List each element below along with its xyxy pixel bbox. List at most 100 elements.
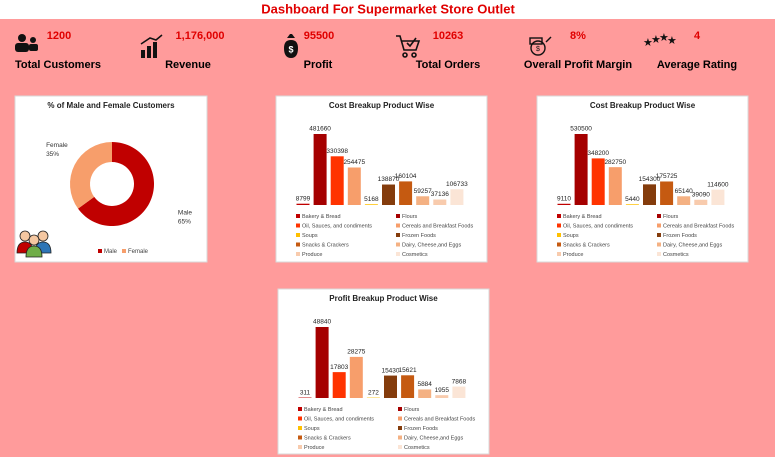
bar-value-label: 65140 — [675, 188, 693, 195]
bar — [608, 167, 622, 205]
bar-value-label: 8799 — [296, 195, 311, 202]
bar — [694, 199, 708, 205]
legend-marker — [557, 233, 561, 237]
kpi-label: Overall Profit Margin — [524, 59, 632, 71]
pie-slice — [78, 142, 154, 226]
bar-value-label: 59257 — [414, 188, 432, 195]
chart-title: Profit Breakup Product Wise — [329, 294, 438, 303]
kpi-value: 8% — [570, 30, 586, 42]
bar-value-label: 9110 — [557, 195, 571, 202]
bar-value-label: 311 — [300, 389, 311, 396]
bar — [399, 181, 413, 205]
legend-label: Cosmetics — [404, 445, 430, 451]
legend-marker — [657, 223, 661, 228]
kpi-label: Total Customers — [15, 59, 101, 71]
legend-label: Produce — [563, 252, 584, 258]
bar-value-label: 15430 — [381, 367, 399, 374]
legend-label: Bakery & Bread — [563, 214, 602, 220]
kpi-label: Average Rating — [657, 59, 737, 71]
bar — [330, 156, 344, 205]
bar — [347, 167, 361, 205]
bar — [315, 327, 329, 398]
bar-value-label: 282750 — [604, 159, 626, 166]
bar — [435, 395, 449, 398]
bar-value-label: 530500 — [570, 126, 592, 133]
chart-panel — [536, 95, 749, 263]
legend-label: Dairy, Cheese,and Eggs — [663, 242, 722, 248]
bar-value-label: 5884 — [417, 381, 432, 388]
legend-label: Soups — [302, 233, 318, 239]
legend-marker — [298, 407, 302, 411]
legend-marker — [298, 435, 302, 440]
svg-text:★: ★ — [659, 32, 669, 44]
bar — [384, 375, 397, 398]
legend-label: Cereals and Breakfast Foods — [404, 416, 475, 422]
legend-marker — [557, 242, 561, 247]
bar-value-label: 1955 — [435, 387, 450, 394]
legend-marker — [396, 242, 400, 247]
bar — [332, 372, 346, 398]
bar — [450, 189, 464, 205]
legend-marker — [657, 214, 661, 218]
legend-marker — [396, 252, 400, 256]
bar — [313, 134, 327, 205]
bar — [416, 196, 430, 205]
bar-value-label: 348200 — [587, 150, 609, 157]
legend-label: Snacks & Crackers — [302, 242, 349, 248]
bar-value-label: 5168 — [364, 196, 379, 203]
customers-icon — [15, 34, 38, 52]
kpi-value: 95500 — [304, 30, 335, 42]
legend-label: Oil, Sauces, and condiments — [302, 223, 372, 229]
chart-title: Cost Breakup Product Wise — [329, 101, 435, 110]
svg-text:★: ★ — [643, 37, 653, 49]
bar-value-label: 254475 — [343, 159, 365, 166]
legend-label: Oil, Sauces, and condiments — [304, 416, 374, 422]
bar-value-label: 138870 — [378, 176, 400, 183]
title-bar — [0, 0, 775, 19]
revenue-icon — [140, 34, 163, 58]
slice-label: Male — [178, 209, 192, 216]
legend-label: Female — [128, 249, 149, 255]
bar-value-label: 48840 — [313, 319, 331, 326]
bar — [418, 389, 432, 398]
legend-marker — [296, 242, 300, 247]
kpi-value: 10263 — [433, 30, 464, 42]
legend-label: Soups — [563, 233, 579, 239]
bar-value-label: 17803 — [330, 364, 348, 371]
legend-label: Cereals and Breakfast Foods — [663, 223, 734, 229]
legend-marker — [396, 214, 400, 218]
legend-label: Male — [104, 249, 118, 255]
legend-marker — [398, 435, 402, 440]
legend-marker — [657, 252, 661, 256]
bar-value-label: 330398 — [326, 148, 348, 155]
legend-marker — [396, 233, 400, 237]
person-body — [25, 245, 43, 258]
person-head — [37, 230, 49, 242]
legend-marker — [398, 445, 402, 449]
bar — [296, 203, 310, 205]
legend-marker — [298, 445, 302, 449]
bar-value-label: 7868 — [452, 378, 467, 385]
kpi-value: 1,176,000 — [176, 30, 225, 42]
slice-label: Female — [46, 142, 68, 149]
bar — [364, 204, 378, 205]
legend-marker — [398, 407, 402, 411]
legend-label: Frozen Foods — [663, 233, 697, 239]
kpi-value: 4 — [694, 30, 701, 42]
bar-value-label: 28275 — [347, 349, 365, 356]
legend-label: Frozen Foods — [402, 233, 436, 239]
bar — [660, 181, 674, 205]
bar — [625, 204, 639, 205]
bar — [591, 158, 605, 205]
legend-marker — [398, 426, 402, 430]
bar — [643, 184, 656, 205]
legend-label: Flours — [404, 407, 420, 413]
bar-value-label: 37136 — [431, 191, 449, 198]
profit-icon: $ — [284, 34, 298, 58]
legend-label: Dairy, Cheese,and Eggs — [404, 435, 463, 441]
bar — [401, 375, 415, 398]
legend-marker — [396, 223, 400, 228]
bar — [574, 134, 588, 205]
bar — [433, 199, 447, 205]
legend-marker — [657, 233, 661, 237]
